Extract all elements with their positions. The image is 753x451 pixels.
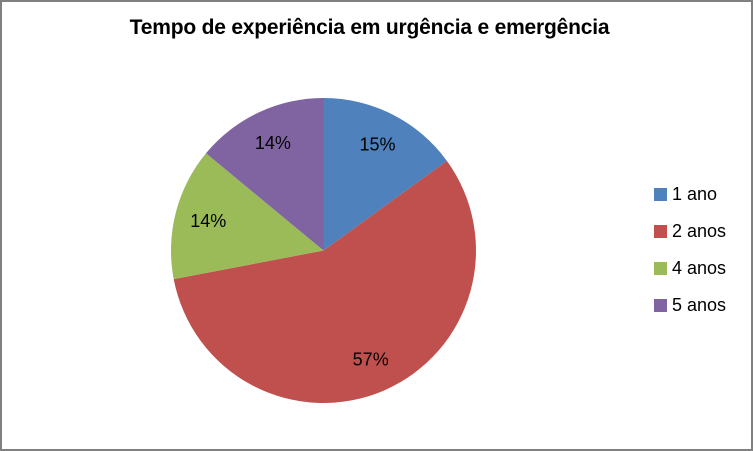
chart-title: Tempo de experiência em urgência e emerg…: [129, 16, 610, 39]
legend-item-5-anos: 5 anos: [654, 293, 726, 317]
legend-item-1-ano: 1 ano: [654, 182, 726, 206]
legend-label: 5 anos: [672, 294, 727, 315]
legend-swatch: [654, 187, 667, 201]
data-label-2-anos: 57%: [353, 350, 389, 370]
pie-slice-5-anos: [206, 98, 324, 251]
legend-swatch: [654, 298, 667, 312]
data-label-4-anos: 14%: [190, 211, 226, 231]
data-label-5-anos: 14%: [255, 133, 291, 153]
legend-label: 2 anos: [672, 220, 727, 241]
pie-slice-1-ano: [323, 98, 447, 251]
pie-slice-4-anos: [170, 153, 324, 280]
legend-label: 1 ano: [672, 183, 718, 204]
legend-swatch: [654, 224, 667, 238]
legend-item-4-anos: 4 anos: [654, 256, 726, 280]
pie-slice-2-anos: [173, 160, 476, 403]
legend-item-2-anos: 2 anos: [654, 219, 726, 243]
legend-swatch: [654, 261, 667, 275]
legend: 1 ano 2 anos 4 anos 5 anos: [654, 182, 726, 330]
data-label-1-ano: 15%: [359, 135, 395, 155]
legend-label: 4 anos: [672, 257, 727, 278]
